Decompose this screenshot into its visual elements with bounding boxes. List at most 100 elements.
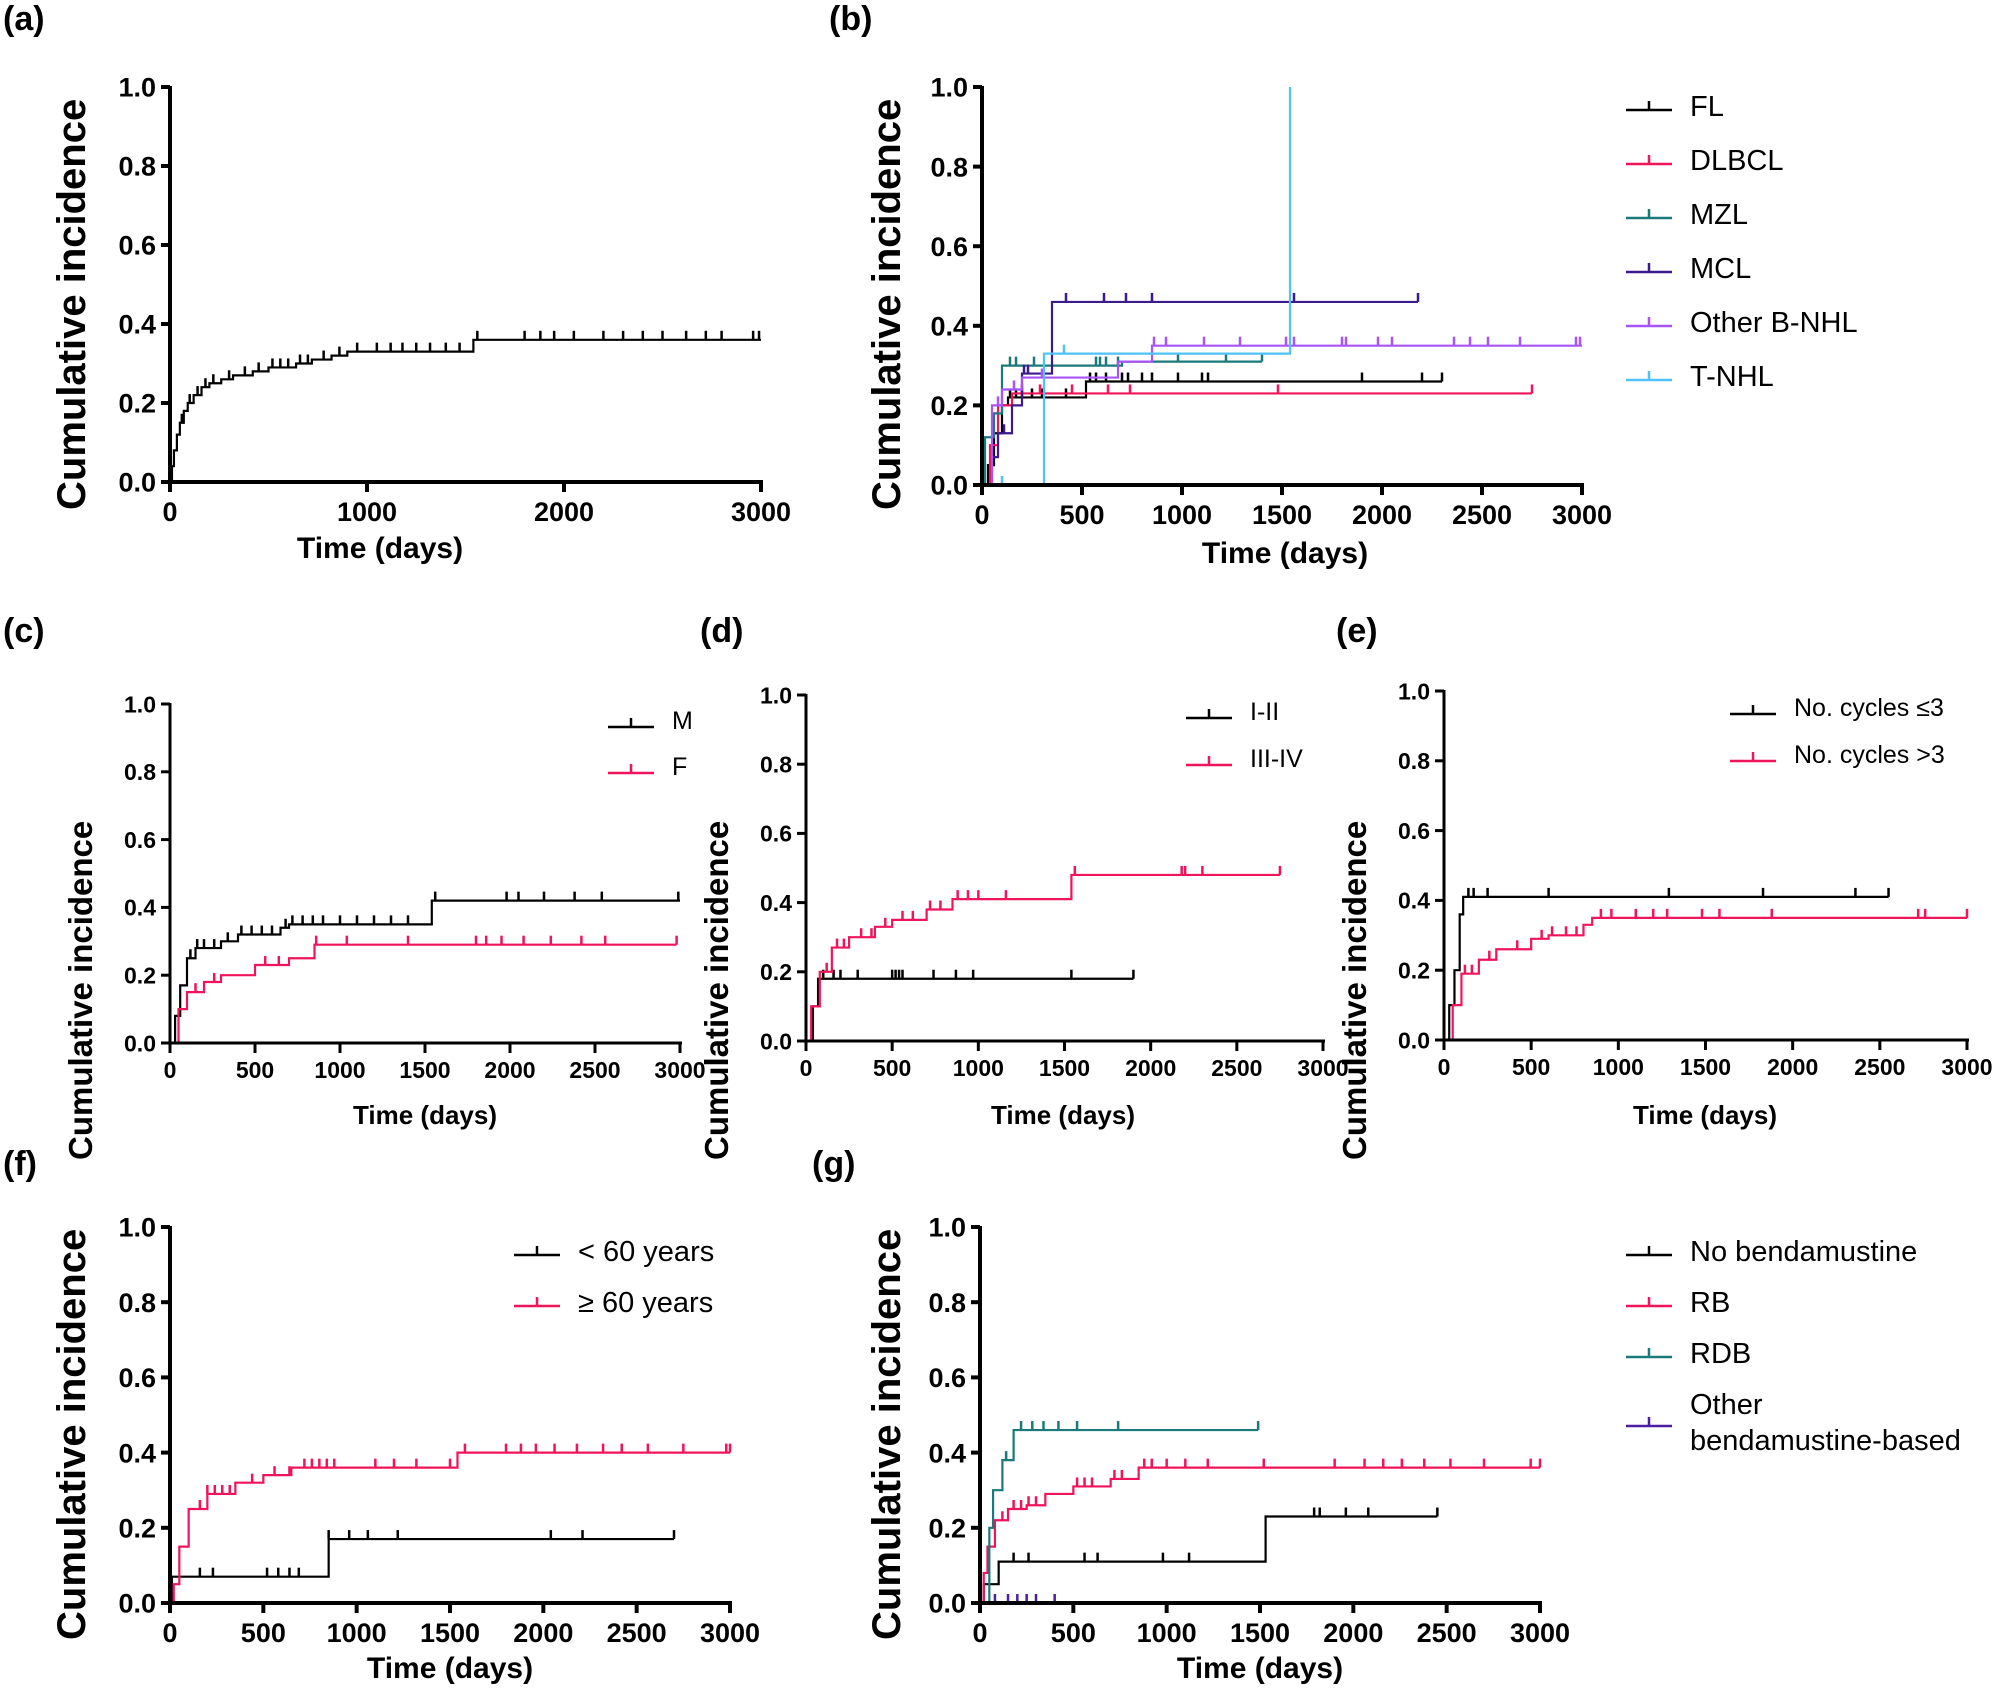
legend-label: No. cycles ≤3 [1794,694,1944,722]
x-tick-label: 2000 [1125,1055,1176,1081]
x-tick-label: 500 [1051,1618,1096,1648]
chart-panel: 0.0 0.2 0.4 0.6 0.8 1.0 0 500 1000 1500 2000 2500 30… [1398,678,1993,1080]
series-line [1444,895,1889,1042]
y-tick-label: 0.8 [930,152,968,182]
legend-line-icon [1730,746,1776,766]
series-line [980,1466,1540,1605]
legend-label: MZL [1690,199,1748,231]
y-tick-label: 0.6 [118,231,156,261]
chart-panel: 0.0 0.2 0.4 0.6 0.8 1.0 0 500 1000 1500 2000 2500 30… [760,682,1349,1081]
y-tick-label: 0.2 [930,391,968,421]
legend-label: No bendamustine [1690,1236,1918,1268]
x-tick-label: 3000 [654,1057,705,1083]
x-tick-label: 1500 [420,1618,480,1648]
series-line [982,380,1442,487]
legend: No. cycles ≤3 No. cycles >3 [1730,694,1945,793]
x-tick-label: 1000 [1137,1618,1197,1648]
chart-panel: 0.0 0.2 0.4 0.6 0.8 1.0 0 500 1000 1500 2000 2500 30… [124,691,706,1083]
legend-line-icon [608,758,654,778]
series-line [170,338,761,484]
x-tick-label: 500 [236,1057,274,1083]
y-tick-label: 0.2 [1398,957,1430,983]
x-axis-title: Time (days) [1201,537,1369,570]
x-tick-label: 0 [800,1055,813,1081]
y-tick-label: 1.0 [1398,678,1430,704]
y-tick-label: 1.0 [118,1213,156,1243]
y-tick-label: 1.0 [118,73,156,103]
y-tick-label: 0.4 [760,890,792,916]
x-tick-label: 2000 [513,1618,573,1648]
panel-label: (c) [3,612,45,650]
chart-panel: 0.0 0.2 0.4 0.6 0.8 1.0 0 500 1000 1500 2000 2500 30… [928,1213,1570,1648]
x-tick-label: 500 [1512,1054,1550,1080]
legend-label: < 60 years [578,1236,715,1268]
x-tick-label: 0 [162,1618,177,1648]
y-axis-title: Cumulative incidence [50,1228,94,1640]
panel-label: (g) [812,1145,856,1183]
chart-panel: 0.0 0.2 0.4 0.6 0.8 1.0 0 1000 2000 3000 [118,73,791,527]
y-tick-label: 0.4 [928,1438,966,1468]
legend-line-icon [1626,365,1672,385]
x-tick-label: 2000 [1323,1618,1383,1648]
y-tick-label: 0.0 [928,1589,966,1619]
x-tick-label: 3000 [731,497,791,527]
legend-item: Other B-NHL [1626,307,1858,365]
x-tick-label: 1000 [1152,500,1212,530]
legend-label: RB [1690,1287,1731,1319]
y-tick-label: 1.0 [930,73,968,103]
legend-item: T-NHL [1626,361,1858,419]
x-tick-label: 0 [164,1057,177,1083]
x-tick-label: 1500 [399,1057,450,1083]
legend-item: F [608,753,693,804]
y-tick-label: 0.6 [930,232,968,262]
legend-line-icon [1730,699,1776,719]
y-tick-label: 0.6 [1398,818,1430,844]
x-tick-label: 1000 [1593,1054,1644,1080]
y-tick-label: 1.0 [124,691,156,717]
y-tick-label: 1.0 [928,1213,966,1243]
series-line [982,87,1292,487]
x-tick-label: 1500 [1680,1054,1731,1080]
legend-item: < 60 years [514,1236,714,1291]
y-tick-label: 0.8 [928,1288,966,1318]
y-tick-label: 0.0 [118,468,156,498]
x-tick-label: 1500 [1252,500,1312,530]
y-axis-title: Cumulative incidence [865,98,909,510]
y-tick-label: 1.0 [760,682,792,708]
x-tick-label: 0 [1438,1054,1451,1080]
x-tick-label: 1000 [337,497,397,527]
legend-label: T-NHL [1690,361,1774,393]
legend-label: Other bendamustine-based [1690,1389,1961,1458]
series-line [170,943,677,1045]
y-tick-label: 0.8 [124,759,156,785]
legend-item: M [608,707,693,758]
legend-item: No. cycles >3 [1730,741,1945,793]
y-tick-label: 0.0 [760,1028,792,1054]
y-tick-label: 0.2 [118,389,156,419]
y-tick-label: 0.6 [118,1363,156,1393]
x-tick-label: 2000 [1767,1054,1818,1080]
x-tick-label: 500 [241,1618,286,1648]
legend-label: M [672,707,693,735]
x-tick-label: 2500 [569,1057,620,1083]
y-tick-label: 0.0 [118,1589,156,1619]
y-tick-label: 0.8 [760,751,792,777]
legend-item: No bendamustine [1626,1236,1990,1291]
legend: I-II III-IV [1186,698,1303,797]
x-axis-title: Time (days) [1176,1652,1344,1685]
legend-label: DLBCL [1690,145,1784,177]
y-tick-label: 0.0 [1398,1027,1430,1053]
legend-line-icon [1186,750,1232,770]
legend-line-icon [1626,1240,1672,1260]
x-tick-label: 2500 [1211,1055,1262,1081]
legend-line-icon [608,712,654,732]
series-line [982,392,1532,487]
x-tick-label: 2500 [1854,1054,1905,1080]
x-tick-label: 2000 [1352,500,1412,530]
series-line [982,360,1262,487]
x-tick-label: 1500 [1039,1055,1090,1081]
legend-item: RDB [1626,1338,1990,1393]
legend-label: F [672,753,688,781]
